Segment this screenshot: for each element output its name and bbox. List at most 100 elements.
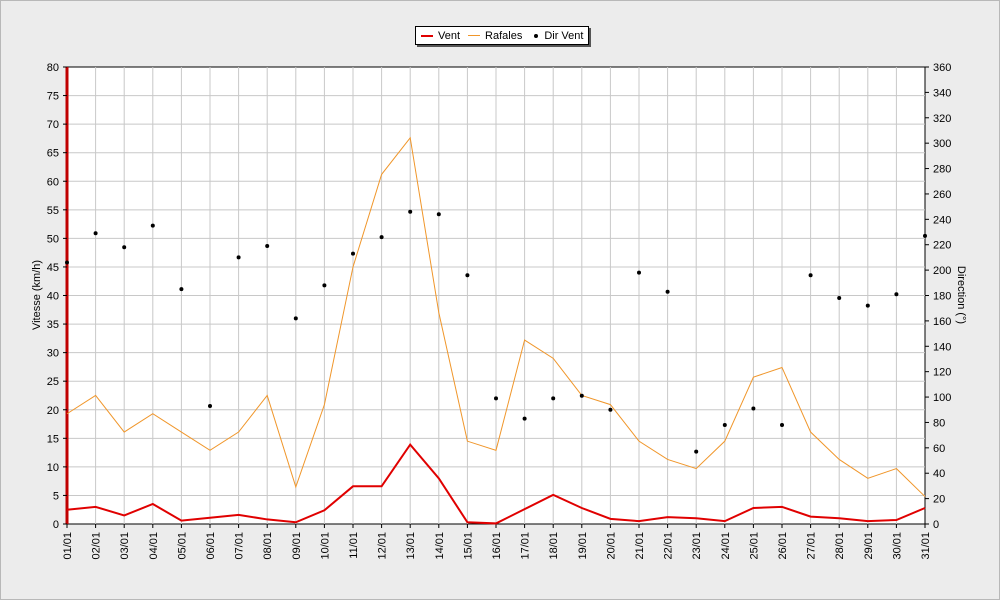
legend-swatch-dir — [534, 33, 539, 38]
dir-point-27 — [837, 296, 842, 301]
legend-label-vent: Vent — [438, 29, 461, 42]
y-tick-label-15: 75 — [47, 91, 59, 103]
x-tick-label-26: 27/01 — [806, 532, 818, 560]
y2-tick-label-8: 160 — [933, 316, 951, 328]
y2-tick-label-1: 20 — [933, 494, 945, 506]
dir-point-19 — [608, 407, 613, 412]
dir-point-5 — [208, 403, 212, 408]
dir-point-23 — [722, 422, 727, 427]
x-tick-label-15: 16/01 — [491, 532, 503, 560]
y2-tick-label-15: 300 — [933, 138, 951, 150]
dir-point-13 — [436, 212, 441, 217]
x-tick-label-24: 25/01 — [748, 532, 760, 560]
y-tick-label-8: 40 — [47, 291, 59, 303]
legend-item-rafales: Rafales — [468, 30, 522, 42]
y2-tick-label-16: 320 — [933, 113, 951, 125]
x-tick-label-20: 21/01 — [634, 532, 646, 560]
y-tick-label-16: 80 — [47, 62, 59, 74]
x-tick-label-28: 29/01 — [863, 532, 875, 560]
dir-point-0 — [65, 260, 69, 265]
y-tick-label-1: 5 — [53, 490, 59, 502]
x-tick-label-7: 08/01 — [262, 532, 274, 560]
dir-point-18 — [579, 393, 584, 398]
y-tick-label-12: 60 — [47, 176, 59, 188]
x-tick-label-6: 07/01 — [234, 532, 246, 560]
x-tick-label-21: 22/01 — [663, 532, 675, 560]
dir-point-10 — [351, 251, 355, 256]
x-tick-label-22: 23/01 — [691, 532, 703, 560]
y-tick-label-6: 30 — [47, 348, 59, 360]
legend-item-vent: Vent — [421, 30, 460, 42]
dir-point-15 — [494, 396, 498, 401]
y2-tick-label-4: 80 — [933, 417, 945, 429]
x-tick-label-25: 26/01 — [777, 532, 789, 560]
dir-point-16 — [522, 416, 527, 421]
x-tick-label-27: 28/01 — [834, 532, 846, 560]
y-tick-label-10: 50 — [47, 233, 59, 245]
dir-point-6 — [236, 255, 241, 260]
y-tick-label-9: 45 — [47, 262, 59, 274]
dir-point-9 — [322, 283, 327, 288]
x-tick-label-12: 13/01 — [405, 532, 417, 560]
y-tick-label-14: 70 — [47, 119, 59, 131]
legend-label-rafales: Rafales — [485, 29, 523, 42]
dir-point-12 — [408, 209, 413, 214]
y2-tick-label-12: 240 — [933, 214, 951, 226]
x-tick-label-14: 15/01 — [462, 532, 474, 560]
y2-tick-label-17: 340 — [933, 87, 951, 99]
dir-point-2 — [122, 245, 127, 250]
x-tick-label-11: 12/01 — [377, 532, 389, 560]
series-points-dir — [65, 209, 927, 454]
y2-tick-label-18: 360 — [933, 62, 951, 74]
dir-point-1 — [93, 231, 98, 236]
dir-point-7 — [265, 243, 270, 248]
dir-point-25 — [780, 422, 784, 427]
x-tick-label-2: 03/01 — [119, 532, 131, 560]
x-tick-label-18: 19/01 — [577, 532, 589, 560]
x-tick-label-19: 20/01 — [605, 532, 617, 560]
dir-point-17 — [551, 396, 556, 401]
x-axis: 01/01 02/01 03/01 04/01 05/01 06/01 07/01 08/01… — [62, 524, 932, 560]
x-tick-label-3: 04/01 — [148, 532, 160, 560]
y2-tick-label-10: 200 — [933, 265, 951, 277]
x-tick-label-30: 31/01 — [920, 532, 932, 560]
dir-point-30 — [923, 233, 927, 238]
y2-axis-title: Direction (°) — [955, 266, 967, 324]
y-tick-label-7: 35 — [47, 319, 59, 331]
y-tick-label-5: 25 — [47, 376, 59, 388]
x-tick-label-13: 14/01 — [434, 532, 446, 560]
y-tick-label-11: 55 — [47, 205, 59, 217]
dir-point-4 — [179, 287, 184, 292]
y2-tick-label-7: 140 — [933, 341, 951, 353]
dir-point-22 — [694, 449, 699, 454]
y-tick-label-3: 15 — [47, 433, 59, 445]
dir-point-3 — [150, 223, 155, 228]
dir-point-11 — [379, 235, 384, 240]
y2-tick-label-5: 100 — [933, 392, 951, 404]
dir-point-28 — [865, 303, 870, 308]
dir-point-24 — [751, 406, 756, 411]
legend-item-dir: Dir Vent — [530, 30, 583, 42]
dir-point-29 — [894, 292, 899, 297]
dir-point-8 — [293, 316, 298, 321]
x-tick-label-23: 24/01 — [720, 532, 732, 560]
grid-lines — [67, 67, 925, 524]
x-tick-label-8: 09/01 — [291, 532, 303, 560]
x-tick-label-29: 30/01 — [891, 532, 903, 560]
y2-tick-label-0: 0 — [933, 519, 939, 531]
x-tick-label-4: 05/01 — [176, 532, 188, 560]
y2-tick-label-3: 60 — [933, 443, 945, 455]
dir-point-20 — [637, 270, 641, 275]
x-tick-label-16: 17/01 — [520, 532, 532, 560]
series-line-rafales — [66, 136, 926, 497]
y2-tick-label-11: 220 — [933, 240, 951, 252]
y2-tick-label-13: 260 — [933, 189, 951, 201]
y2-tick-label-9: 180 — [933, 291, 951, 303]
legend-label-dir: Dir Vent — [544, 29, 584, 42]
y2-tick-label-6: 120 — [933, 367, 951, 379]
x-tick-label-9: 10/01 — [319, 532, 331, 560]
dir-point-14 — [465, 273, 470, 278]
y2-tick-label-2: 40 — [933, 468, 945, 480]
dir-point-21 — [665, 289, 670, 294]
